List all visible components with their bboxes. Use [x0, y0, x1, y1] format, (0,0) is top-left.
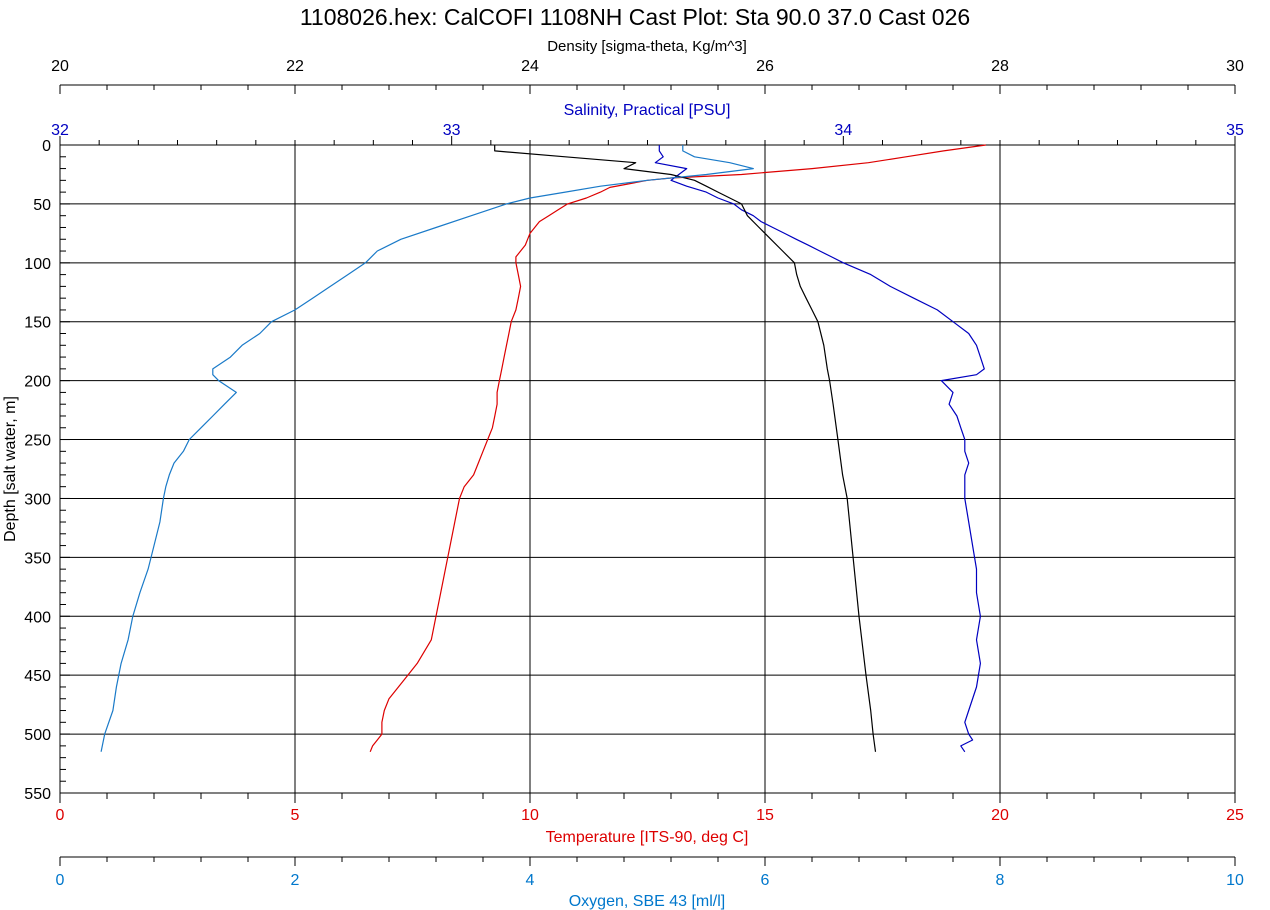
depth-tick-label: 450: [24, 668, 51, 685]
depth-tick-label: 500: [24, 727, 51, 744]
salinity-profile-line: [654, 145, 985, 753]
temperature-tick-label: 25: [1226, 807, 1244, 824]
depth-tick-label: 550: [24, 786, 51, 803]
salinity-tick-label: 32: [51, 122, 69, 139]
temperature-tick-label: 0: [56, 807, 65, 824]
temperature-tick-label: 15: [756, 807, 774, 824]
density-tick-label: 20: [51, 58, 69, 75]
depth-tick-label: 300: [24, 491, 51, 508]
profile-series: [100, 144, 986, 753]
salinity-tick-label: 35: [1226, 122, 1244, 139]
temperature-tick-label: 10: [521, 807, 539, 824]
oxygen-axis-label: Oxygen, SBE 43 [ml/l]: [569, 893, 726, 910]
depth-tick-label: 50: [33, 197, 51, 214]
density-tick-label: 28: [991, 58, 1009, 75]
temperature-axis: 0 5 10 15 20 25: [56, 793, 1244, 824]
density-axis-label: Density [sigma-theta, Kg/m^3]: [547, 38, 747, 55]
salinity-axis-label: Salinity, Practical [PSU]: [564, 102, 731, 119]
density-axis: 20 22 24 26 28 30: [51, 58, 1244, 94]
oxygen-tick-label: 0: [56, 872, 65, 889]
depth-tick-label: 400: [24, 609, 51, 626]
depth-axis-label: Depth [salt water, m]: [2, 396, 19, 542]
temperature-profile-line: [369, 144, 986, 753]
density-tick-label: 22: [286, 58, 304, 75]
oxygen-tick-label: 8: [996, 872, 1005, 889]
oxygen-axis: 0 2 4 6 8 10: [56, 856, 1244, 889]
salinity-tick-label: 34: [834, 122, 852, 139]
oxygen-tick-label: 2: [291, 872, 300, 889]
oxygen-tick-label: 4: [526, 872, 535, 889]
temperature-tick-label: 20: [991, 807, 1009, 824]
oxygen-tick-label: 10: [1226, 872, 1244, 889]
depth-tick-label: 200: [24, 374, 51, 391]
salinity-tick-label: 33: [443, 122, 461, 139]
depth-tick-label: 150: [24, 315, 51, 332]
density-tick-label: 26: [756, 58, 774, 75]
depth-tick-label: 250: [24, 433, 51, 450]
grid: [59, 144, 1236, 794]
depth-tick-label: 0: [42, 138, 51, 155]
plot-area-frame: [59, 144, 1236, 794]
oxygen-profile-line: [100, 145, 754, 752]
salinity-axis: 32 33 34 35: [51, 122, 1244, 145]
temperature-axis-label: Temperature [ITS-90, deg C]: [546, 829, 749, 846]
density-profile-line: [494, 145, 877, 752]
temperature-tick-label: 5: [291, 807, 300, 824]
chart-title: 1108026.hex: CalCOFI 1108NH Cast Plot: S…: [300, 4, 970, 30]
oxygen-tick-label: 6: [761, 872, 770, 889]
density-tick-label: 30: [1226, 58, 1244, 75]
depth-tick-label: 100: [24, 256, 51, 273]
depth-axis: 0 50 100 150 200 250 300 350 400 450 500 550: [24, 138, 70, 803]
density-tick-label: 24: [521, 58, 539, 75]
depth-tick-label: 350: [24, 550, 51, 567]
